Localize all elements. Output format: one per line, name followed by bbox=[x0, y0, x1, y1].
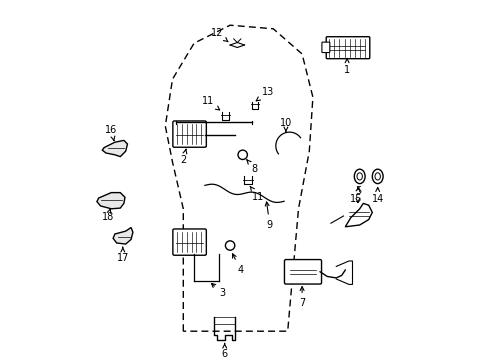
Polygon shape bbox=[113, 228, 133, 244]
Text: 6: 6 bbox=[221, 343, 227, 359]
FancyBboxPatch shape bbox=[284, 260, 321, 284]
Text: 11: 11 bbox=[201, 96, 219, 110]
Text: 11: 11 bbox=[250, 186, 264, 202]
Text: 16: 16 bbox=[105, 125, 117, 141]
Text: 2: 2 bbox=[180, 149, 186, 165]
FancyBboxPatch shape bbox=[321, 42, 329, 53]
Text: 1: 1 bbox=[344, 59, 349, 75]
Polygon shape bbox=[102, 140, 127, 157]
Text: 10: 10 bbox=[279, 118, 291, 131]
Text: 14: 14 bbox=[371, 188, 383, 204]
Text: 8: 8 bbox=[246, 160, 257, 174]
Text: 17: 17 bbox=[117, 247, 129, 263]
Text: 13: 13 bbox=[256, 87, 273, 101]
Text: 15: 15 bbox=[349, 188, 362, 204]
FancyBboxPatch shape bbox=[172, 121, 206, 147]
Text: 3: 3 bbox=[211, 283, 225, 298]
Text: 12: 12 bbox=[210, 28, 227, 42]
Text: 5: 5 bbox=[354, 186, 360, 202]
Text: 9: 9 bbox=[264, 202, 272, 230]
Text: 18: 18 bbox=[102, 209, 114, 222]
FancyBboxPatch shape bbox=[172, 229, 206, 255]
Text: 4: 4 bbox=[232, 254, 243, 275]
Polygon shape bbox=[97, 193, 125, 209]
FancyBboxPatch shape bbox=[325, 37, 369, 59]
Text: 7: 7 bbox=[298, 287, 305, 308]
